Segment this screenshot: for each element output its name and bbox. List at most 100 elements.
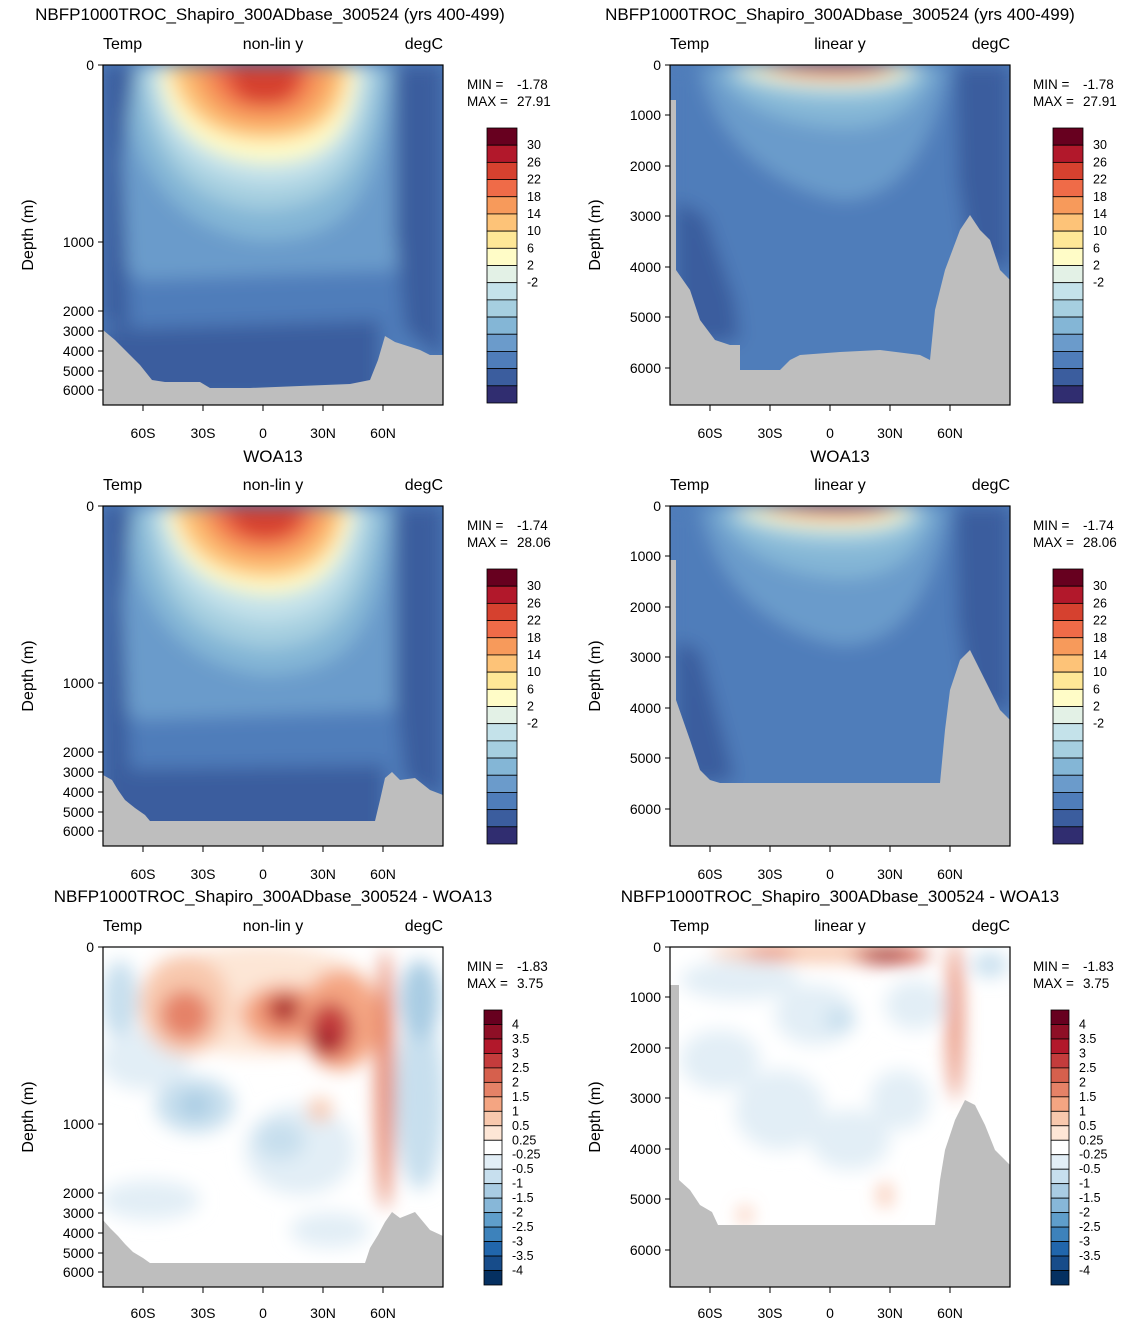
min-value: -1.78	[517, 77, 548, 92]
colorbar-label: 6	[1093, 682, 1100, 696]
colorbar-label: 26	[1093, 596, 1107, 610]
y-tick-label: 1000	[630, 548, 661, 564]
colorbar-swatch	[483, 1212, 503, 1228]
x-tick-label: 0	[826, 425, 834, 441]
max-label: MAX =	[467, 94, 508, 109]
panel-left-label: Temp	[103, 36, 142, 53]
panel-title: NBFP1000TROC_Shapiro_300ADbase_300524 - …	[621, 887, 1059, 906]
max-label: MAX =	[467, 976, 508, 991]
panel-center-label: non-lin y	[243, 918, 303, 935]
colorbar: 43.532.521.510.50.25-0.25-0.5-1-1.5-2-2.…	[1050, 1009, 1108, 1286]
colorbar-swatch	[486, 585, 518, 604]
colorbar-swatch	[1052, 740, 1084, 759]
colorbar: 30 26 22 18 14 10 6 2 -2	[1052, 568, 1107, 845]
colorbar-swatch	[483, 1096, 503, 1112]
colorbar-label: 2	[1079, 1075, 1086, 1089]
colorbar-swatch	[486, 282, 518, 301]
colorbar-swatch	[1050, 1038, 1070, 1054]
y-ticks	[665, 505, 670, 810]
colorbar-swatch	[483, 1053, 503, 1069]
x-tick-label: 60S	[698, 425, 723, 441]
y-tick-label: 4000	[630, 259, 661, 275]
panel-title: NBFP1000TROC_Shapiro_300ADbase_300524 - …	[54, 887, 492, 906]
min-label: MIN =	[1033, 77, 1069, 92]
colorbar-label: 22	[527, 614, 541, 628]
panel-center-label: non-lin y	[243, 36, 303, 53]
y-tick-label: 3000	[630, 1090, 661, 1106]
min-value: -1.83	[517, 959, 548, 974]
colorbar: 30 26 22 18 14 10 6 2 -2	[486, 127, 541, 404]
y-tick-label: 2000	[630, 158, 661, 174]
colorbar-label: -4	[1079, 1264, 1090, 1278]
panel-center-label: linear y	[814, 36, 866, 53]
y-tick-label: 0	[653, 57, 661, 73]
colorbar-label: -0.25	[512, 1148, 541, 1162]
panel-left-label: Temp	[670, 36, 709, 53]
x-tick-label: 0	[259, 1305, 267, 1321]
x-tick-label: 30S	[191, 1305, 216, 1321]
colorbar-swatch	[486, 602, 518, 621]
colorbar-label: 1.5	[1079, 1090, 1096, 1104]
colorbar-label: -2	[527, 276, 538, 290]
panel-right-label: degC	[405, 477, 443, 494]
colorbar-swatch	[1050, 1009, 1070, 1025]
colorbar-label: -3	[512, 1235, 523, 1249]
y-axis-label: Depth (m)	[587, 1081, 604, 1152]
colorbar-label: -1.5	[512, 1191, 534, 1205]
colorbar-label: -3.5	[1079, 1249, 1101, 1263]
y-tick-label: 2000	[630, 1040, 661, 1056]
colorbar-swatch	[486, 333, 518, 352]
colorbar-swatch	[1052, 757, 1084, 776]
colorbar-swatch	[1050, 1183, 1070, 1199]
colorbar-swatch	[486, 144, 518, 163]
x-tick-label: 30N	[877, 1305, 903, 1321]
x-ticks	[709, 1287, 951, 1293]
colorbar-swatch	[1050, 1212, 1070, 1228]
x-ticks	[709, 846, 951, 852]
y-tick-label: 6000	[63, 1264, 94, 1280]
x-tick-label: 0	[826, 866, 834, 882]
y-tick-label: 3000	[630, 208, 661, 224]
colorbar-swatch	[486, 230, 518, 249]
colorbar: 30 26 22 18 14 10 6 2 -2	[486, 568, 541, 845]
x-tick-label: 30S	[758, 866, 783, 882]
y-tick-label: 2000	[63, 1185, 94, 1201]
panel-center-label: linear y	[814, 918, 866, 935]
colorbar-label: 26	[527, 596, 541, 610]
colorbar-label: 0.25	[1079, 1133, 1103, 1147]
colorbar-swatch	[1050, 1081, 1070, 1098]
colorbar-swatch	[1050, 1139, 1070, 1156]
panel-right-label: degC	[972, 918, 1010, 935]
y-tick-label: 4000	[630, 700, 661, 716]
y-ticks	[665, 946, 670, 1251]
max-value: 3.75	[1083, 976, 1109, 991]
colorbar-swatch	[483, 1125, 503, 1141]
colorbar-label: -0.25	[1079, 1148, 1108, 1162]
x-tick-label: 0	[826, 1305, 834, 1321]
colorbar-label: 22	[1093, 173, 1107, 187]
y-tick-label: 5000	[63, 1245, 94, 1261]
min-value: -1.83	[1083, 959, 1114, 974]
min-label: MIN =	[467, 518, 503, 533]
y-tick-label: 2000	[630, 599, 661, 615]
colorbar-swatch	[1052, 179, 1084, 198]
x-tick-label: 30N	[877, 425, 903, 441]
colorbar-swatch	[1052, 602, 1084, 621]
colorbar-label: 10	[1093, 224, 1107, 238]
plot-frame	[669, 505, 1011, 847]
colorbar-label: 18	[1093, 190, 1107, 204]
colorbar-label: 2	[527, 700, 534, 714]
colorbar-swatch	[483, 1154, 503, 1170]
plot-frame	[102, 946, 444, 1288]
y-axis-label: Depth (m)	[587, 640, 604, 711]
x-tick-label: 0	[259, 425, 267, 441]
contour-field	[670, 506, 1010, 846]
y-ticks	[665, 64, 670, 369]
colorbar-swatch	[483, 1241, 503, 1257]
colorbar-label: 3	[512, 1046, 519, 1060]
y-tick-label: 2000	[63, 303, 94, 319]
colorbar-swatch	[1050, 1024, 1070, 1040]
colorbar-swatch	[486, 368, 518, 387]
colorbar-label: -2	[512, 1206, 523, 1220]
colorbar-label: 1	[1079, 1104, 1086, 1118]
